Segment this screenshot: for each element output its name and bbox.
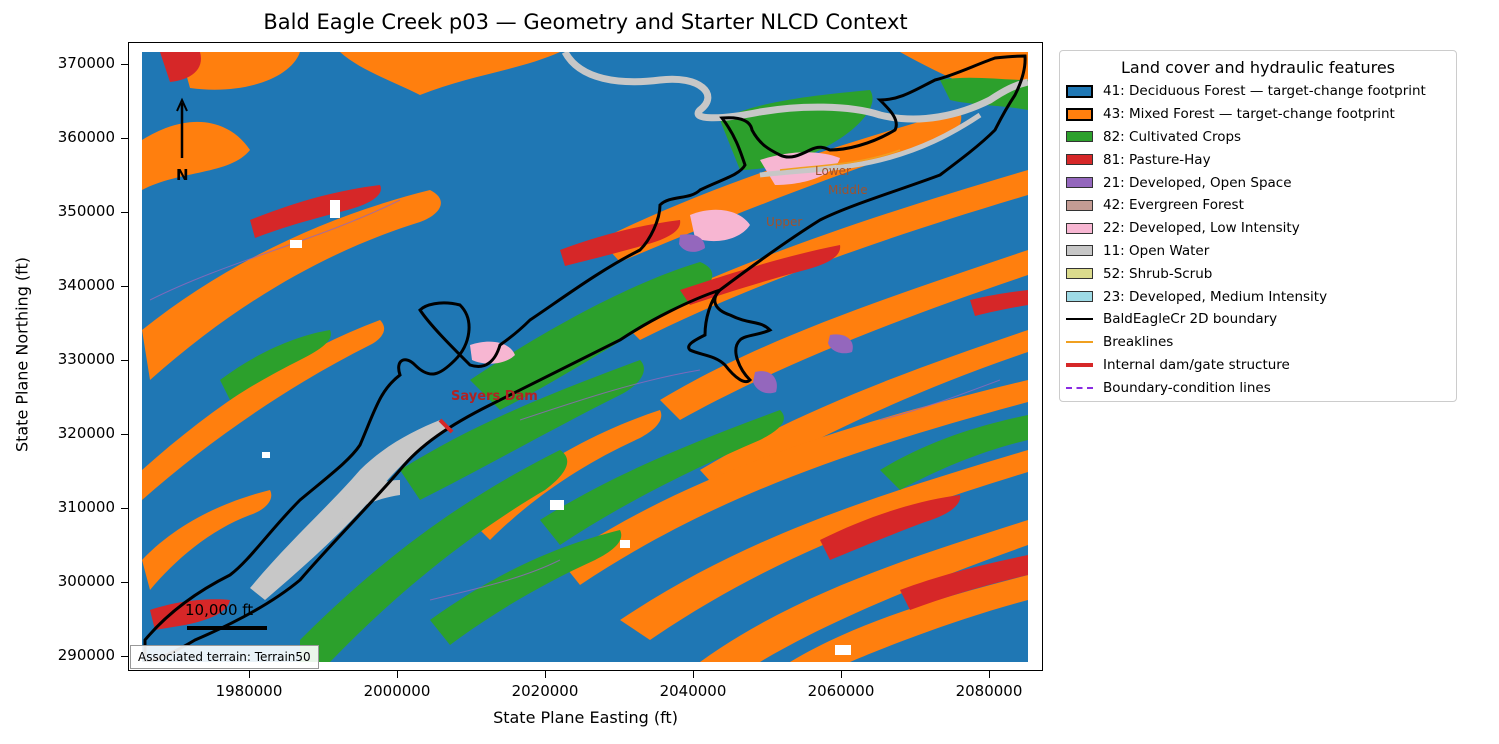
y-tick [121, 64, 128, 65]
legend-label: Breaklines [1103, 334, 1174, 351]
legend-label: 43: Mixed Forest — target-change footpri… [1103, 106, 1395, 123]
legend: Land cover and hydraulic features 41: De… [1059, 50, 1457, 402]
legend-line-swatch [1066, 386, 1093, 389]
middle-label: Middle [828, 183, 868, 197]
legend-item: 41: Deciduous Forest — target-change foo… [1060, 80, 1456, 103]
y-tick [121, 434, 128, 435]
y-tick [121, 508, 128, 509]
legend-line-swatch [1066, 341, 1093, 344]
legend-label: 41: Deciduous Forest — target-change foo… [1103, 83, 1426, 100]
legend-swatch [1066, 268, 1093, 280]
x-tick-label: 2060000 [807, 682, 875, 700]
legend-label: Boundary-condition lines [1103, 379, 1271, 396]
dam-structure-line [438, 418, 454, 434]
legend-label: BaldEagleCr 2D boundary [1103, 311, 1278, 328]
legend-swatch [1066, 131, 1093, 143]
legend-item: 22: Developed, Low Intensity [1060, 217, 1456, 240]
legend-swatch [1066, 199, 1093, 211]
scale-bar-label: 10,000 ft [185, 601, 254, 619]
legend-item: 82: Cultivated Crops [1060, 126, 1456, 149]
legend-swatch [1066, 154, 1093, 166]
y-tick-label: 330000 [57, 350, 115, 368]
chart-title: Bald Eagle Creek p03 — Geometry and Star… [263, 10, 908, 34]
dam-label: Sayers Dam [451, 389, 538, 404]
legend-swatch [1066, 107, 1093, 121]
legend-swatch [1066, 291, 1093, 303]
y-tick [121, 582, 128, 583]
x-tick-label: 2020000 [511, 682, 579, 700]
legend-item: 21: Developed, Open Space [1060, 171, 1456, 194]
legend-item: 81: Pasture-Hay [1060, 148, 1456, 171]
lower-label: Lower [815, 164, 851, 178]
x-tick [841, 671, 842, 678]
y-tick-label: 350000 [57, 202, 115, 220]
legend-line-swatch [1066, 362, 1093, 367]
legend-label: 21: Developed, Open Space [1103, 174, 1292, 191]
y-tick-label: 320000 [57, 424, 115, 442]
y-tick [121, 138, 128, 139]
y-tick [121, 360, 128, 361]
x-tick [397, 671, 398, 678]
x-tick-label: 2080000 [955, 682, 1023, 700]
north-arrow-head-icon [176, 97, 188, 112]
legend-label: 22: Developed, Low Intensity [1103, 220, 1300, 237]
legend-line-swatch [1066, 318, 1093, 321]
legend-item: 42: Evergreen Forest [1060, 194, 1456, 217]
x-axis-label: State Plane Easting (ft) [493, 708, 678, 727]
north-arrow-label: N [176, 166, 189, 184]
y-tick-label: 310000 [57, 498, 115, 516]
legend-swatch [1066, 84, 1093, 98]
legend-label: 42: Evergreen Forest [1103, 197, 1244, 214]
x-tick [989, 671, 990, 678]
x-tick [249, 671, 250, 678]
y-axis-label: State Plane Northing (ft) [12, 256, 32, 453]
legend-item: 43: Mixed Forest — target-change footpri… [1060, 103, 1456, 126]
y-tick [121, 286, 128, 287]
legend-label: 11: Open Water [1103, 242, 1210, 259]
2d-boundary-polygon [143, 54, 1027, 662]
x-tick [693, 671, 694, 678]
x-tick-label: 2040000 [659, 682, 727, 700]
legend-label: 82: Cultivated Crops [1103, 128, 1242, 145]
x-tick [545, 671, 546, 678]
x-tick-label: 2000000 [363, 682, 431, 700]
legend-label: Internal dam/gate structure [1103, 356, 1290, 373]
legend-item: Internal dam/gate structure [1060, 354, 1456, 377]
legend-label: 52: Shrub-Scrub [1103, 265, 1213, 282]
legend-item: Breaklines [1060, 331, 1456, 354]
y-tick [121, 656, 128, 657]
y-tick [121, 212, 128, 213]
legend-item: Boundary-condition lines [1060, 376, 1456, 399]
legend-item: 23: Developed, Medium Intensity [1060, 285, 1456, 308]
y-tick-label: 290000 [57, 646, 115, 664]
terrain-note: Associated terrain: Terrain50 [130, 645, 319, 669]
y-tick-label: 370000 [57, 54, 115, 72]
y-tick-label: 360000 [57, 128, 115, 146]
y-tick-label: 300000 [57, 572, 115, 590]
legend-swatch [1066, 245, 1093, 257]
x-tick-label: 1980000 [215, 682, 283, 700]
stream-network [149, 199, 1001, 601]
legend-label: 23: Developed, Medium Intensity [1103, 288, 1328, 305]
y-tick-label: 340000 [57, 276, 115, 294]
legend-item: 11: Open Water [1060, 240, 1456, 263]
legend-swatch [1066, 177, 1093, 189]
legend-swatch [1066, 222, 1093, 234]
no-data-specks [262, 200, 851, 655]
legend-title: Land cover and hydraulic features [1120, 58, 1395, 77]
breakline [779, 149, 901, 171]
legend-label: 81: Pasture-Hay [1103, 151, 1211, 168]
legend-item: BaldEagleCr 2D boundary [1060, 308, 1456, 331]
upper-label: Upper [766, 215, 803, 229]
legend-item: 52: Shrub-Scrub [1060, 262, 1456, 285]
